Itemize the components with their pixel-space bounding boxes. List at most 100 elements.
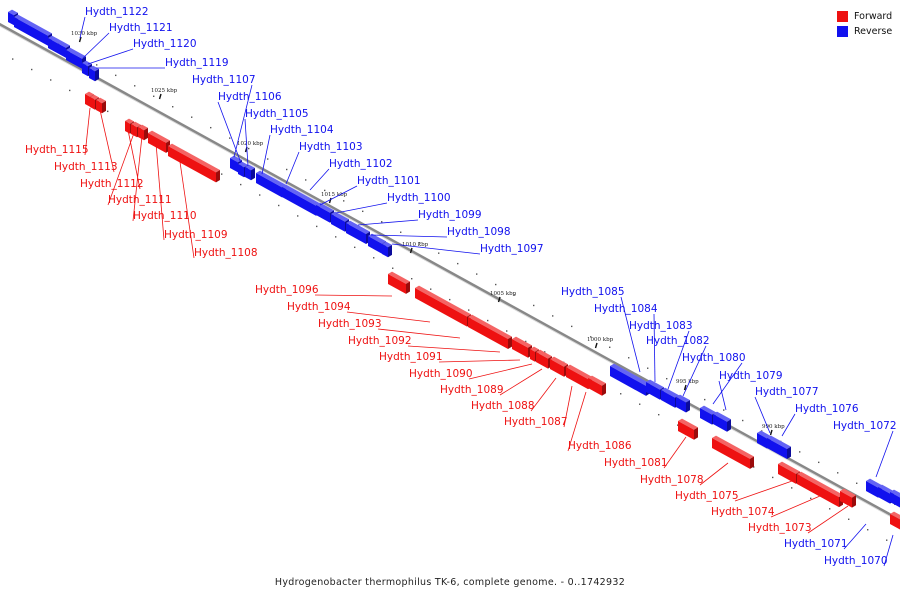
scale-dot [229, 137, 231, 139]
forward-gene-block [148, 130, 170, 153]
major-tick [78, 36, 82, 43]
gene-side-face [406, 281, 410, 294]
scale-dot [791, 487, 793, 489]
gene-front-face [468, 317, 508, 350]
tick-label: 1005 kbp [490, 291, 517, 297]
gene-top-face [778, 461, 800, 474]
gene-label: Hydth_1073 [748, 522, 812, 534]
gene-top-face [878, 484, 894, 494]
scale-dot [476, 273, 478, 275]
scale-dot [753, 466, 755, 468]
leader-line [699, 462, 729, 486]
scale-dot [411, 278, 413, 280]
scale-dot [533, 304, 535, 307]
gene-top-face [238, 161, 248, 168]
scale-dot [761, 430, 763, 432]
gene-front-face [588, 378, 602, 396]
gene-label: Hydth_1090 [409, 368, 473, 380]
gene-front-face [382, 244, 388, 258]
legend-label-forward: Forward [854, 11, 893, 22]
scale-dot [381, 221, 383, 223]
gene-label: Hydth_1122 [85, 6, 149, 18]
gene-label: Hydth_1085 [561, 286, 625, 298]
gene-label: Hydth_1089 [440, 384, 504, 396]
gene-front-face [676, 397, 686, 413]
gene-label: Hydth_1070 [824, 555, 888, 567]
gene-label: Hydth_1088 [471, 400, 535, 412]
tick-label: 990 kbp [762, 424, 785, 430]
scale-dot [742, 419, 744, 422]
gene-front-face [712, 438, 750, 469]
scale-dot [449, 298, 451, 301]
scale-dot [487, 319, 489, 322]
gene-top-face [661, 387, 679, 398]
gene-label: Hydth_1111 [108, 194, 172, 206]
gene-label: Hydth_1099 [418, 209, 482, 221]
gene-top-face [840, 488, 856, 498]
gene-top-face [512, 336, 532, 348]
gene-top-face [797, 471, 843, 498]
leader-line [499, 368, 543, 396]
gene-side-face [388, 244, 392, 258]
gene-top-face [866, 478, 882, 488]
tick-label: 1025 kbp [151, 88, 178, 94]
scale-dot [571, 325, 573, 328]
leader-line [87, 48, 134, 65]
leader-line [346, 311, 431, 323]
tick-label: 1015 kbp [321, 192, 348, 198]
tick-label: 1030 kbp [71, 31, 98, 37]
gene-front-face [678, 421, 694, 440]
leader-line [79, 16, 86, 39]
scale-dot [666, 377, 668, 380]
leader-line [377, 328, 461, 339]
legend-item-forward: Forward [837, 9, 892, 24]
gene-front-face [48, 38, 66, 58]
scale-dot [818, 461, 820, 464]
scale-dot [639, 403, 641, 405]
leader-line [770, 495, 821, 518]
scale-dot [829, 508, 831, 510]
gene-front-face [646, 382, 660, 400]
scale-dot [810, 497, 812, 500]
gene-label: Hydth_1072 [833, 420, 897, 432]
gene-top-face [85, 91, 94, 97]
gene-front-face [245, 167, 251, 181]
tick-label: 1000 kbp [587, 337, 614, 343]
scale-dot [856, 482, 858, 484]
gene-label: Hydth_1074 [711, 506, 775, 518]
reverse-gene-block [382, 241, 392, 258]
gene-label: Hydth_1094 [287, 301, 351, 313]
gene-side-face [686, 400, 690, 413]
gene-label: Hydth_1105 [245, 108, 309, 120]
forward-gene-block [550, 356, 568, 377]
major-tick [409, 247, 413, 254]
scale-dot [685, 388, 687, 390]
gene-front-face [512, 339, 528, 358]
leader-line [285, 151, 300, 185]
leader-line [244, 118, 249, 167]
gene-label: Hydth_1092 [348, 335, 412, 347]
gene-label: Hydth_1100 [387, 192, 451, 204]
scale-dot [316, 225, 318, 228]
gene-front-face [610, 366, 646, 396]
leader-line [127, 129, 141, 190]
gene-label: Hydth_1096 [255, 284, 319, 296]
genome-backbone [0, 22, 900, 523]
gene-label: Hydth_1093 [318, 318, 382, 330]
gene-front-face [256, 173, 282, 198]
gene-features [8, 9, 900, 530]
leader-line [567, 391, 587, 452]
gene-front-face [131, 124, 137, 138]
scale-dot [335, 236, 337, 238]
gene-top-face [245, 164, 255, 171]
leader-line [754, 396, 771, 434]
scale-dot [552, 315, 554, 317]
gene-front-face [700, 408, 712, 425]
leader-line [357, 219, 419, 226]
gene-label: Hydth_1076 [795, 403, 859, 415]
gene-top-face [712, 435, 754, 459]
forward-gene-block [415, 285, 471, 327]
gene-label: Hydth_1119 [165, 57, 229, 69]
scale-dot [324, 189, 326, 192]
